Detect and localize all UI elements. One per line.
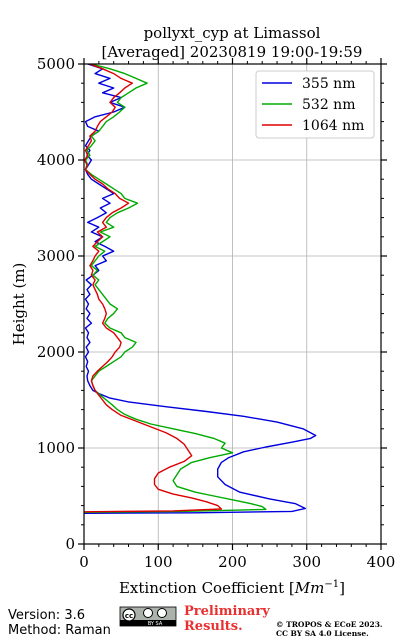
- copyright-line1: © TROPOS & ECoE 2023.: [276, 620, 383, 629]
- legend-label: 355 nm: [302, 76, 355, 92]
- x-tick-label: 200: [218, 553, 247, 571]
- y-tick-label: 4000: [37, 151, 75, 169]
- y-tick-label: 3000: [37, 247, 75, 265]
- chart-title-line1: pollyxt_cyp at Limassol: [144, 24, 321, 42]
- preliminary-line1: Preliminary: [184, 604, 270, 619]
- method-text: Method: Raman: [8, 623, 111, 638]
- by-icon: [143, 608, 153, 618]
- x-tick-label: 300: [292, 553, 321, 571]
- series-line-532-nm: [83, 63, 267, 513]
- preliminary-line2: Results.: [184, 619, 243, 634]
- copyright-line2: CC BY SA 4.0 License.: [276, 629, 369, 638]
- axis-ticks: [78, 58, 387, 550]
- x-tick-label: 0: [79, 553, 89, 571]
- y-tick-label: 2000: [37, 343, 75, 361]
- x-tick-label: 100: [144, 553, 173, 571]
- version-text: Version: 3.6: [8, 608, 85, 623]
- legend-label: 532 nm: [302, 97, 355, 113]
- legend-label: 1064 nm: [302, 118, 364, 134]
- license-badge-text: BY SA: [148, 621, 163, 627]
- legend-box: [255, 70, 375, 139]
- chart-title-line2: [Averaged] 20230819 19:00-19:59: [102, 43, 363, 61]
- cc-icon-text: cc: [125, 612, 133, 620]
- y-axis-label: Height (m): [10, 263, 28, 346]
- series-lines: [83, 63, 317, 514]
- cc-license-badge: cc BY SA: [119, 606, 177, 627]
- x-axis-label: Extinction Coefficient [Mm−1]: [119, 579, 345, 597]
- sa-icon: [157, 608, 167, 618]
- y-tick-label: 0: [65, 535, 75, 553]
- y-tick-label: 1000: [37, 439, 75, 457]
- series-line-1064-nm: [83, 63, 223, 513]
- license-badge-strip: [120, 620, 176, 626]
- cc-icon: [122, 608, 136, 622]
- y-tick-label: 5000: [37, 55, 75, 73]
- legend: 355 nm 532 nm 1064 nm: [255, 70, 375, 139]
- x-tick-label: 400: [367, 553, 396, 571]
